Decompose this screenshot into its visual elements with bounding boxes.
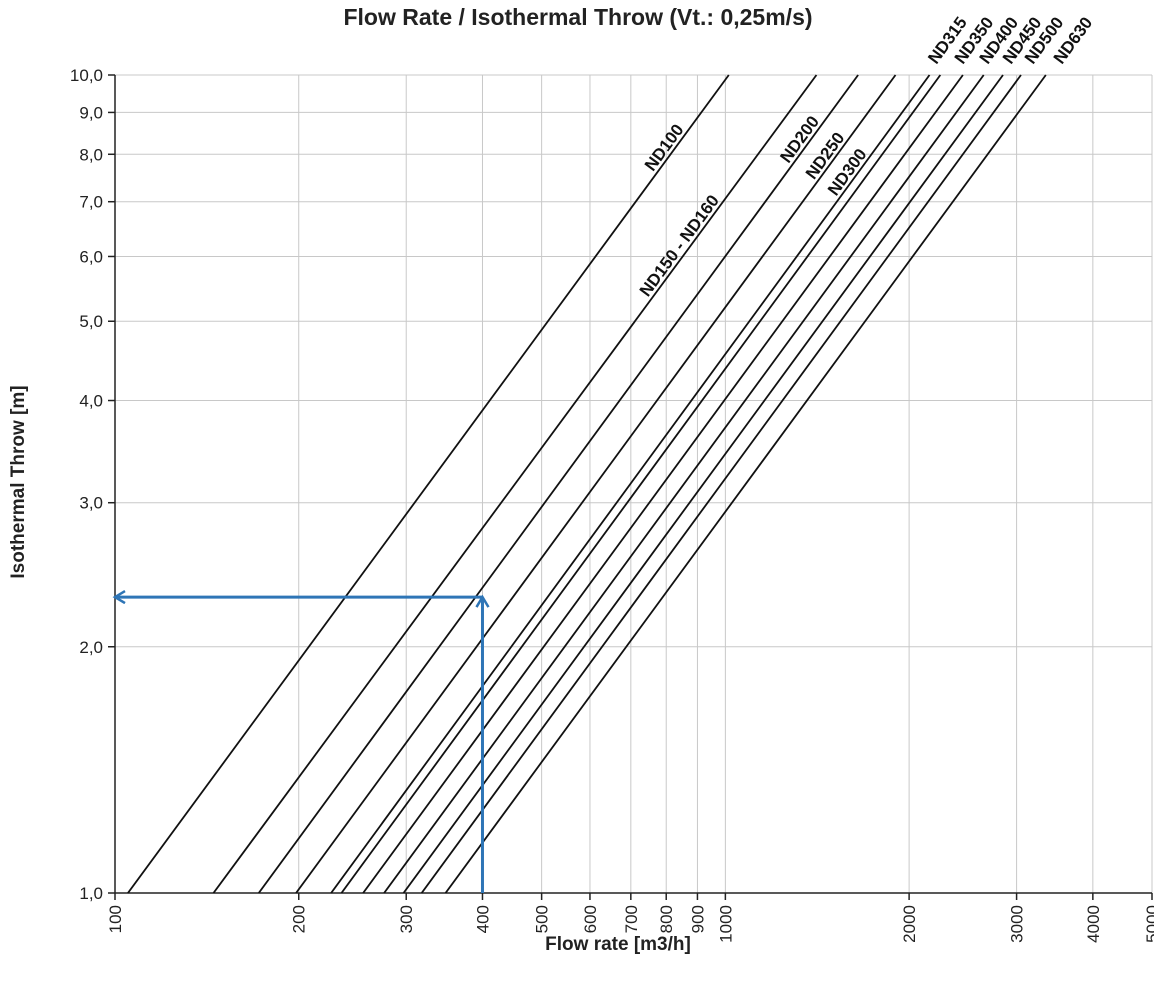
y-tick-label: 8,0 [79,145,103,164]
y-axis-title: Isothermal Throw [m] [8,385,29,578]
y-tick-label: 9,0 [79,103,103,122]
x-tick-label: 4000 [1084,905,1103,943]
x-axis-title: Flow rate [m3/h] [545,934,691,955]
annotations [115,597,482,893]
x-tick-label: 400 [473,905,492,933]
series-line [444,74,1047,894]
y-tick-label: 4,0 [79,392,103,411]
y-tick-label: 6,0 [79,247,103,266]
y-tick-label: 1,0 [79,884,103,903]
series-line [127,74,730,894]
x-tick-label: 200 [290,905,309,933]
x-tick-label: 800 [657,905,676,933]
series-line [295,74,897,894]
series-line [330,74,931,894]
x-tick-label: 1000 [716,905,735,943]
series-line [420,74,1022,894]
x-tick-label: 500 [533,905,552,933]
y-tick-label: 3,0 [79,494,103,513]
x-tick-label: 300 [397,905,416,933]
x-tick-label: 900 [688,905,707,933]
series-line [362,74,964,894]
series-line [258,74,859,894]
x-tick-label: 100 [106,905,125,933]
axes: 1,0 2,0 3,0 4,0 5,0 6,0 7,0 8,0 9,0 10,0 100 200 300… [70,66,1154,943]
x-tick-label: 5000 [1143,905,1154,943]
x-tick-label: 2000 [900,905,919,943]
y-tick-label: 10,0 [70,66,103,85]
series-line [383,74,985,894]
y-tick-label: 2,0 [79,638,103,657]
series-line [340,74,942,894]
series-line [212,74,818,894]
series-lines [127,74,1047,894]
chart-title: Flow Rate / Isothermal Throw (Vt.: 0,25m… [343,4,812,30]
x-tick-label: 700 [622,905,641,933]
y-tick-label: 7,0 [79,193,103,212]
y-tick-label: 5,0 [79,312,103,331]
x-tick-label: 3000 [1008,905,1027,943]
x-tick-label: 600 [581,905,600,933]
series-line [402,74,1004,894]
grid [115,74,1153,893]
